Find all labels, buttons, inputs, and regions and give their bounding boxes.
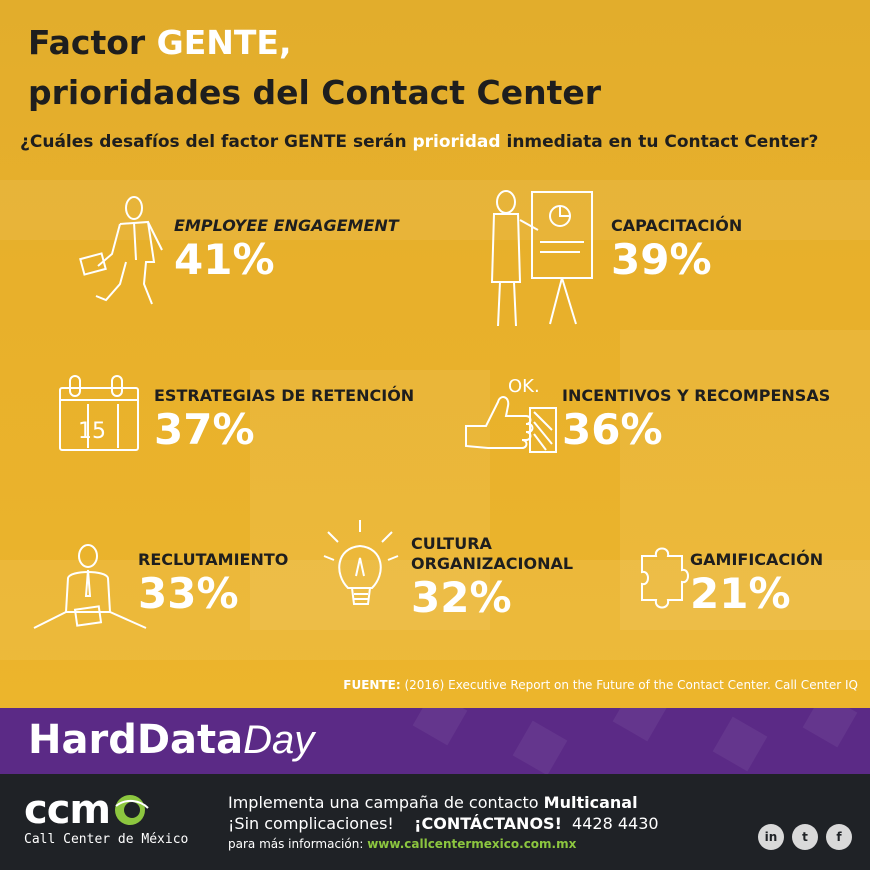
- brand-band: [0, 708, 870, 774]
- stat-label-line2: ORGANIZACIONAL: [411, 554, 574, 573]
- harddataday-logo: HardDataDay: [28, 712, 314, 768]
- walking-businessman-icon: [79, 196, 163, 305]
- ccm-logo[interactable]: ccm Call Center de México: [24, 790, 188, 847]
- stat-value: 41%: [174, 235, 275, 284]
- question-text: ¿Cuáles desafíos del factor GENTE serán: [20, 132, 413, 152]
- stat-incentivos-recompensas: INCENTIVOS Y RECOMPENSAS 36%: [562, 386, 830, 454]
- promo-text: Implementa una campaña de contacto Multi…: [228, 792, 659, 855]
- title-line2: prioridades del Contact Center: [28, 73, 602, 112]
- stat-gamificacion: GAMIFICACIÓN 21%: [690, 550, 823, 618]
- hex-decoration: [512, 720, 568, 774]
- title-prefix: Factor: [28, 23, 157, 62]
- stat-label: ESTRATEGIAS DE RETENCIÓN: [154, 386, 415, 405]
- source-note: FUENTE: (2016) Executive Report on the F…: [343, 678, 858, 692]
- presenter-whiteboard-icon: [490, 190, 593, 327]
- facebook-icon[interactable]: f: [826, 824, 852, 850]
- phone-number[interactable]: 4428 4430: [572, 814, 659, 833]
- stat-cultura-organizacional: CULTURA ORGANIZACIONAL 32%: [411, 534, 573, 622]
- stat-value: 33%: [138, 569, 239, 618]
- logo-subtitle: Call Center de México: [24, 832, 189, 847]
- website-link[interactable]: www.callcentermexico.com.mx: [367, 837, 577, 851]
- hex-decoration: [612, 708, 668, 742]
- thumbs-up-ok-icon: OK.: [465, 376, 557, 453]
- calendar-icon: 15: [59, 375, 139, 451]
- light-bulb-icon: [323, 520, 399, 605]
- hex-decoration: [712, 716, 768, 772]
- globe-icon: [115, 795, 149, 825]
- stat-value: 32%: [411, 573, 512, 622]
- stat-label: INCENTIVOS Y RECOMPENSAS: [562, 386, 831, 405]
- brand-part1: HardData: [28, 717, 244, 763]
- logo-text: ccm: [24, 787, 111, 833]
- hex-decoration: [802, 708, 858, 748]
- ok-text: OK.: [508, 376, 540, 397]
- page-title: Factor GENTE, prioridades del Contact Ce…: [28, 18, 601, 118]
- background-person: [620, 330, 870, 630]
- stat-value: 39%: [611, 235, 712, 284]
- stat-capacitacion: CAPACITACIÓN 39%: [611, 216, 742, 284]
- hero-background: [0, 0, 870, 708]
- background-desk: [0, 560, 870, 660]
- background-shelf: [0, 180, 870, 240]
- question-highlight: prioridad: [412, 132, 501, 152]
- source-text: (2016) Executive Report on the Future of…: [400, 678, 858, 692]
- footer: [0, 774, 870, 870]
- stat-label: EMPLOYEE ENGAGEMENT: [174, 216, 399, 235]
- stat-label-line1: CULTURA: [411, 534, 492, 553]
- puzzle-piece-icon: [641, 547, 689, 609]
- stat-estrategias-retencion: ESTRATEGIAS DE RETENCIÓN 37%: [154, 386, 414, 454]
- title-highlight: GENTE,: [156, 23, 292, 62]
- person-at-desk-icon: [33, 544, 147, 629]
- stat-value: 36%: [562, 405, 663, 454]
- stat-value: 21%: [690, 569, 791, 618]
- promo-line2: ¡Sin complicaciones!: [228, 814, 394, 833]
- background-monitor: [250, 370, 490, 630]
- stat-label: RECLUTAMIENTO: [138, 550, 289, 569]
- stat-reclutamiento: RECLUTAMIENTO 33%: [138, 550, 288, 618]
- stat-label: CAPACITACIÓN: [611, 216, 743, 235]
- promo-line1: Implementa una campaña de contacto: [228, 793, 544, 812]
- calendar-day-number: 15: [78, 419, 106, 444]
- question-text-end: inmediata en tu Contact Center?: [500, 132, 819, 152]
- promo-line3: para más información:: [228, 837, 368, 851]
- contact-cta[interactable]: ¡CONTÁCTANOS!: [414, 814, 562, 833]
- stat-employee-engagement: EMPLOYEE ENGAGEMENT 41%: [174, 216, 399, 284]
- source-label: FUENTE:: [343, 678, 401, 692]
- stat-value: 37%: [154, 405, 255, 454]
- brand-part2: Day: [243, 718, 315, 762]
- survey-question: ¿Cuáles desafíos del factor GENTE serán …: [20, 132, 818, 152]
- stat-label: GAMIFICACIÓN: [690, 550, 824, 569]
- promo-bold: Multicanal: [543, 793, 638, 812]
- twitter-icon[interactable]: t: [792, 824, 818, 850]
- linkedin-icon[interactable]: in: [758, 824, 784, 850]
- hex-decoration: [412, 708, 468, 746]
